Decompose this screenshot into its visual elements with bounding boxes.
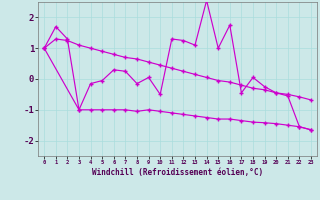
X-axis label: Windchill (Refroidissement éolien,°C): Windchill (Refroidissement éolien,°C) [92, 168, 263, 177]
